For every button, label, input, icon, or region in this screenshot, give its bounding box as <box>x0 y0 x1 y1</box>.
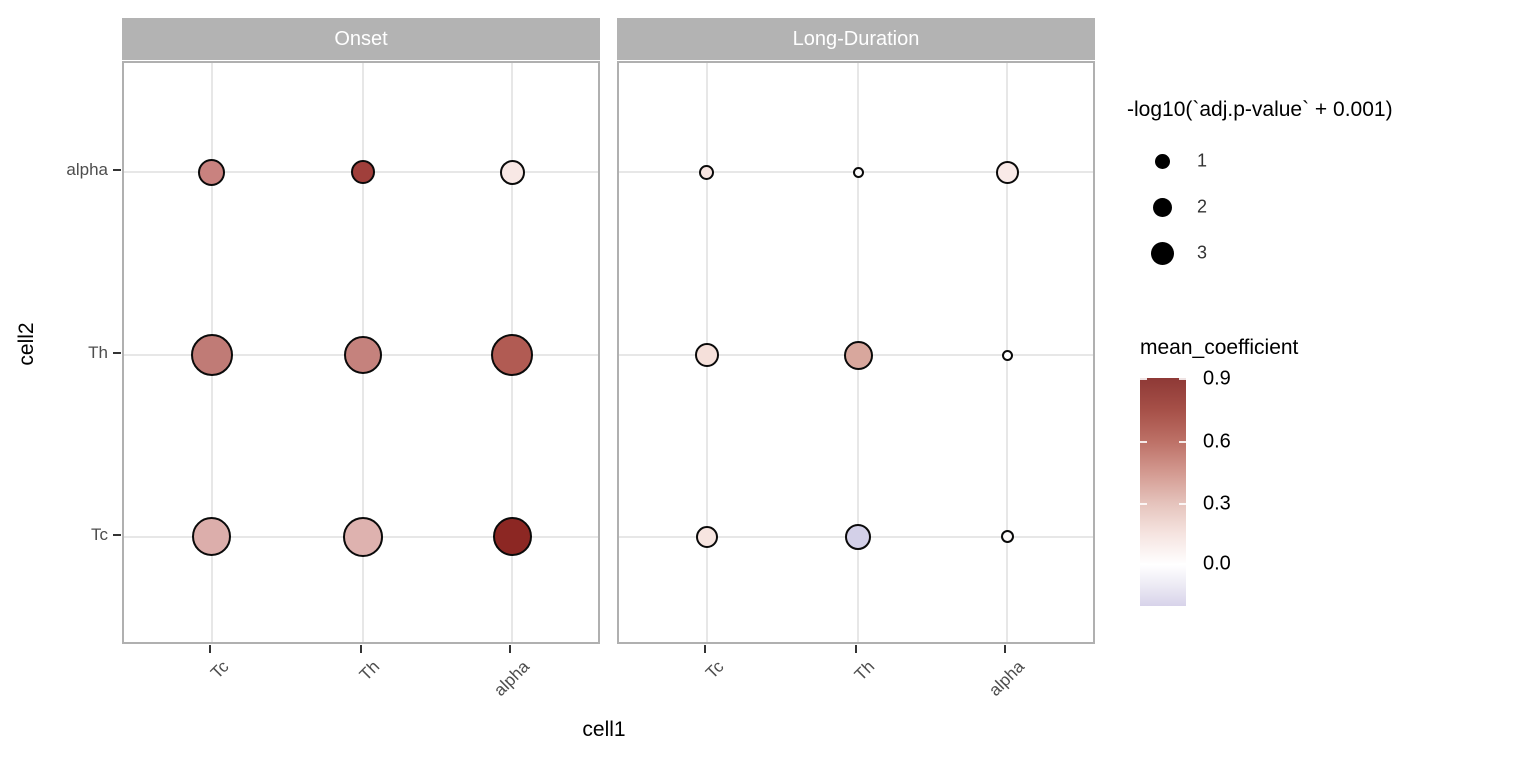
color-legend-tickmark <box>1179 441 1186 444</box>
x-axis-title: cell1 <box>582 718 626 741</box>
y-axis-tick-label: Tc <box>91 524 108 544</box>
size-legend-entry: 2 <box>1127 184 1532 230</box>
facet-strip-label: Long-Duration <box>792 27 920 50</box>
y-axis-tick-label: alpha <box>66 160 108 180</box>
data-point-Tc-Tc <box>695 525 718 548</box>
x-axis-tick-label: alpha <box>984 657 1028 700</box>
data-point-Tc-alpha <box>198 158 226 186</box>
color-legend-tick-label: 0.3 <box>1203 492 1231 515</box>
x-axis-tick <box>703 645 706 653</box>
size-legend-label: 1 <box>1197 150 1208 171</box>
color-legend-tickmark <box>1140 503 1147 506</box>
data-point-Th-alpha <box>852 166 864 178</box>
color-legend-tickmark <box>1140 441 1147 444</box>
size-legend-circle <box>1154 153 1170 169</box>
x-axis-tick <box>509 645 512 653</box>
x-axis-tick <box>855 645 857 653</box>
color-legend-tickmark <box>1179 563 1186 566</box>
size-legend-label: 2 <box>1197 196 1208 217</box>
facet-strip: Onset <box>122 18 600 60</box>
data-point-Th-Th <box>843 340 873 370</box>
color-legend-tickmark <box>1179 377 1186 380</box>
y-axis-tick-label: Th <box>88 343 108 363</box>
color-legend-tick-label: 0.9 <box>1203 367 1231 390</box>
y-axis-tick <box>113 169 121 172</box>
size-legend-entries: 1 2 3 <box>1127 138 1532 276</box>
x-axis-tick-label: Tc <box>701 657 728 683</box>
data-point-Tc-Th <box>190 334 233 377</box>
data-point-alpha-alpha <box>995 160 1019 184</box>
data-point-Tc-alpha <box>699 164 715 180</box>
color-legend-tickmark <box>1179 503 1186 506</box>
color-legend-tickmark <box>1140 563 1147 566</box>
color-gradient-bar <box>1140 378 1186 606</box>
facet-strip-label: Onset <box>334 27 388 50</box>
data-point-alpha-alpha <box>499 159 525 185</box>
y-axis-title: cell2 <box>15 322 38 366</box>
data-point-Tc-Th <box>694 343 719 368</box>
data-point-alpha-Tc <box>1000 530 1014 544</box>
size-legend-circle <box>1152 197 1172 217</box>
data-point-alpha-Th <box>491 334 534 377</box>
size-legend-label: 3 <box>1197 242 1208 263</box>
data-point-Th-alpha <box>351 160 375 185</box>
x-axis-tick-label: alpha <box>489 657 533 700</box>
data-point-Tc-Tc <box>192 517 232 557</box>
data-point-alpha-Th <box>1001 349 1013 361</box>
x-axis-tick-label: Th <box>355 657 384 685</box>
size-legend-circle <box>1150 241 1174 265</box>
y-axis-tick <box>113 352 121 355</box>
data-point-Th-Tc <box>343 516 383 557</box>
size-legend-entry: 3 <box>1127 230 1532 276</box>
y-axis-tick <box>113 533 121 536</box>
color-legend: mean_coefficient 0.9 0.6 0.3 0.0 <box>1140 336 1440 606</box>
color-legend-tickmark <box>1140 377 1147 380</box>
x-axis-tick <box>208 645 211 653</box>
size-legend: -log10(`adj.p-value` + 0.001) 1 2 3 <box>1127 98 1532 276</box>
data-point-Th-Tc <box>845 523 871 550</box>
color-legend-gradient-wrap: 0.9 0.6 0.3 0.0 <box>1140 367 1231 606</box>
data-point-Th-Th <box>344 336 382 375</box>
facet-panel <box>122 61 600 644</box>
facet-strip: Long-Duration <box>617 18 1095 60</box>
x-axis-tick-label: Tc <box>206 657 233 683</box>
color-legend-tick-label: 0.0 <box>1203 552 1231 575</box>
x-axis-tick <box>360 645 362 653</box>
data-point-alpha-Tc <box>492 517 532 557</box>
facet-panel <box>617 61 1095 644</box>
size-legend-title: -log10(`adj.p-value` + 0.001) <box>1127 98 1393 121</box>
x-axis-tick-label: Th <box>850 657 879 685</box>
color-legend-tick-label: 0.6 <box>1203 430 1231 453</box>
size-legend-entry: 1 <box>1127 138 1532 184</box>
x-axis-tick <box>1004 645 1007 653</box>
color-legend-title: mean_coefficient <box>1140 336 1299 359</box>
